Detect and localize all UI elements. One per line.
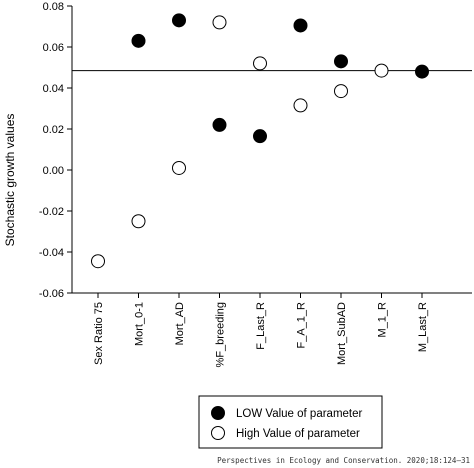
y-tick-label: -0.06 bbox=[39, 288, 64, 300]
legend-box bbox=[198, 395, 383, 449]
high-value-point bbox=[374, 63, 389, 78]
y-tick-label: 0.06 bbox=[43, 42, 64, 54]
x-axis: Sex Ratio 75 Mort_0-1 Mort_AD %F_breeding F_… bbox=[93, 293, 429, 367]
legend-label-high: High Value of parameter bbox=[236, 428, 360, 440]
high-value-point bbox=[334, 84, 348, 99]
y-tick-label: 0.02 bbox=[43, 124, 64, 136]
y-tick-label: 0.00 bbox=[43, 165, 64, 177]
plot-frame bbox=[71, 6, 472, 294]
legend: LOW Value of parameter High Value of par… bbox=[198, 395, 383, 449]
y-tick-label: 0.04 bbox=[43, 83, 64, 95]
high-value-point bbox=[293, 98, 308, 113]
x-tick-label: Mort_0-1 bbox=[134, 302, 146, 346]
y-tick-label: -0.04 bbox=[39, 247, 64, 259]
legend-marker-low bbox=[211, 406, 225, 420]
x-tick-label: Mort_AD bbox=[174, 302, 186, 345]
low-value-point bbox=[253, 129, 267, 144]
legend-marker-high bbox=[211, 426, 225, 440]
data-points bbox=[91, 13, 429, 269]
x-tick-label: F_A_1_R bbox=[296, 302, 308, 349]
low-value-point bbox=[172, 13, 186, 28]
high-value-point bbox=[212, 15, 227, 30]
high-value-point bbox=[131, 214, 146, 229]
low-value-point bbox=[415, 64, 429, 79]
high-value-point bbox=[172, 160, 186, 175]
y-axis-title: Stochastic growth values bbox=[3, 114, 17, 247]
x-tick-label: %F_breeding bbox=[215, 302, 227, 367]
x-tick-label: Mort_SubAD bbox=[336, 302, 348, 365]
low-value-point bbox=[334, 54, 348, 69]
y-axis: -0.06 -0.04 -0.02 0.00 0.02 0.04 0.06 0.08 bbox=[39, 1, 72, 300]
y-tick-label: -0.02 bbox=[39, 206, 64, 218]
x-tick-label: Sex Ratio 75 bbox=[93, 302, 105, 365]
x-tick-label: M_1_R bbox=[377, 302, 389, 338]
high-value-point bbox=[91, 254, 105, 269]
high-value-point bbox=[253, 56, 267, 71]
footer-citation: Perspectives in Ecology and Conservation… bbox=[217, 456, 470, 465]
low-value-point bbox=[293, 18, 308, 33]
legend-label-low: LOW Value of parameter bbox=[236, 408, 363, 420]
low-value-point bbox=[212, 117, 227, 132]
x-tick-label: F_Last_R bbox=[255, 302, 267, 350]
x-tick-label: M_Last_R bbox=[417, 302, 429, 352]
y-tick-label: 0.08 bbox=[43, 1, 64, 13]
low-value-point bbox=[131, 33, 146, 48]
